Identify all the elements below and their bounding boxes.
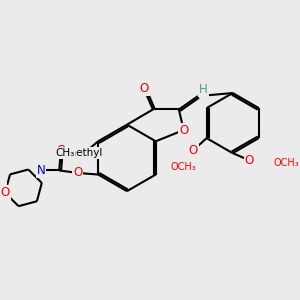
Text: H: H xyxy=(199,83,208,96)
Text: O: O xyxy=(189,144,198,157)
Text: O: O xyxy=(244,154,254,166)
Text: O: O xyxy=(140,82,149,95)
Text: methyl: methyl xyxy=(66,148,102,158)
Text: N: N xyxy=(37,164,45,177)
Text: O: O xyxy=(56,144,65,157)
Text: O: O xyxy=(1,186,10,199)
Text: O: O xyxy=(179,124,188,136)
Text: CH₃: CH₃ xyxy=(55,148,74,158)
Text: O: O xyxy=(73,167,82,179)
Text: OCH₃: OCH₃ xyxy=(171,162,197,172)
Text: OCH₃: OCH₃ xyxy=(273,158,299,168)
